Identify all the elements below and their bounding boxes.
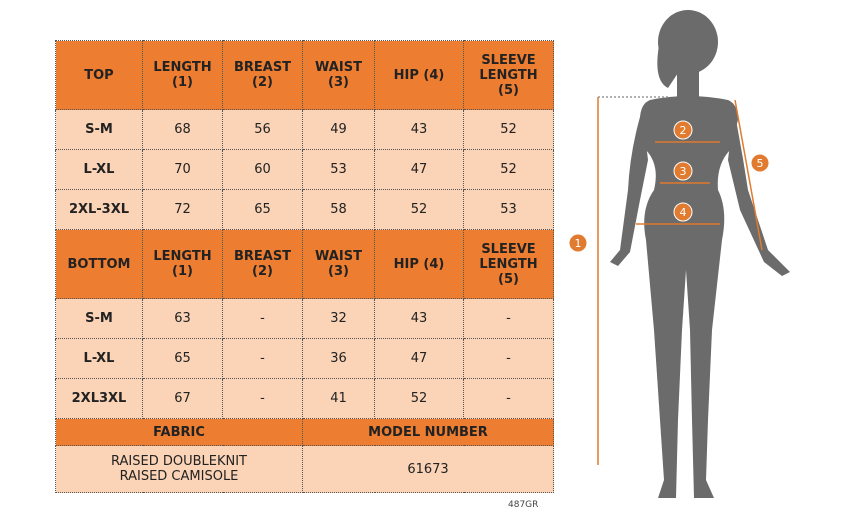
marker-circle <box>673 120 693 140</box>
cell: 32 <box>302 298 375 339</box>
cell: - <box>463 298 554 339</box>
header-cell: SLEEVE LENGTH (5) <box>463 229 554 299</box>
measure-lines <box>597 96 763 465</box>
header-cell: TOP <box>55 40 143 110</box>
cell: 53 <box>302 149 375 190</box>
cell: 52 <box>374 189 464 230</box>
model-header: MODEL NUMBER <box>302 418 554 446</box>
header-cell: BREAST (2) <box>222 229 303 299</box>
header-row: TOP LENGTH (1) BREAST (2) WAIST (3) HIP (4) S… <box>55 40 554 110</box>
header-cell: WAIST (3) <box>302 229 375 299</box>
fabric-line: RAISED CAMISOLE <box>119 469 239 484</box>
size-row: S-M 63-32 43- <box>55 298 554 339</box>
cell: 68 <box>142 109 223 150</box>
cell: 70 <box>142 149 223 190</box>
cell: 63 <box>142 298 223 339</box>
cell: 53 <box>463 189 554 230</box>
header-cell: HIP (4) <box>374 229 464 299</box>
header-row: BOTTOM LENGTH (1) BREAST (2) WAIST (3) HIP (… <box>55 229 554 299</box>
cell: 72 <box>142 189 223 230</box>
size-label: 2XL-3XL <box>55 189 143 230</box>
fabric-value: RAISED DOUBLEKNIT RAISED CAMISOLE <box>55 445 303 493</box>
size-label: 2XL3XL <box>55 378 143 419</box>
cell: - <box>463 338 554 379</box>
cell: 52 <box>463 109 554 150</box>
header-cell: BOTTOM <box>55 229 143 299</box>
cell: 43 <box>374 109 464 150</box>
fabric-header: FABRIC <box>55 418 303 446</box>
size-row: S-M 68 56 49 43 52 <box>55 109 554 150</box>
silhouette <box>610 10 790 498</box>
fabric-row: RAISED DOUBLEKNIT RAISED CAMISOLE 61673 <box>55 445 554 493</box>
header-cell: LENGTH (1) <box>142 40 223 110</box>
size-label: L-XL <box>55 149 143 190</box>
model-value: 61673 <box>302 445 554 493</box>
figure: 1 2 3 4 5 <box>568 10 790 498</box>
cell: 36 <box>302 338 375 379</box>
cell: 60 <box>222 149 303 190</box>
marker-circle <box>750 153 770 173</box>
cell: 41 <box>302 378 375 419</box>
size-row: L-XL 65-36 47- <box>55 338 554 379</box>
size-label: L-XL <box>55 338 143 379</box>
size-row: 2XL3XL 67-41 52- <box>55 378 554 419</box>
cell: 43 <box>374 298 464 339</box>
cell: 49 <box>302 109 375 150</box>
table-body: TOP LENGTH (1) BREAST (2) WAIST (3) HIP (4) S… <box>55 40 554 493</box>
cell: 52 <box>463 149 554 190</box>
cell: - <box>222 338 303 379</box>
size-label: S-M <box>55 109 143 150</box>
code: 487GR <box>508 500 539 510</box>
marker-label: 2 <box>680 124 687 137</box>
header-cell: LENGTH (1) <box>142 229 223 299</box>
cell: 58 <box>302 189 375 230</box>
cell: - <box>222 298 303 339</box>
cell: 65 <box>142 338 223 379</box>
cell: 56 <box>222 109 303 150</box>
cell: 47 <box>374 149 464 190</box>
marker-circle <box>673 202 693 222</box>
cell: - <box>463 378 554 419</box>
fabric-line: RAISED DOUBLEKNIT <box>111 454 247 469</box>
cell: 67 <box>142 378 223 419</box>
size-table: TOP LENGTH (1) BREAST (2) WAIST (3) HIP (4) S… <box>55 40 554 493</box>
size-label: S-M <box>55 298 143 339</box>
marker-circle <box>568 233 588 253</box>
cell: 65 <box>222 189 303 230</box>
header-cell: BREAST (2) <box>222 40 303 110</box>
marker-label: 4 <box>680 206 687 219</box>
cell: 47 <box>374 338 464 379</box>
marker-label: 1 <box>575 237 582 250</box>
marker-label: 3 <box>680 165 687 178</box>
fabric-header-row: FABRIC MODEL NUMBER <box>55 418 554 446</box>
cell: 52 <box>374 378 464 419</box>
header-cell: SLEEVE LENGTH (5) <box>463 40 554 110</box>
size-row: 2XL-3XL 72 65 58 52 53 <box>55 189 554 230</box>
marker-label: 5 <box>757 157 764 170</box>
marker-circle <box>673 161 693 181</box>
cell: - <box>222 378 303 419</box>
size-row: L-XL 70 60 53 47 52 <box>55 149 554 190</box>
header-cell: HIP (4) <box>374 40 464 110</box>
header-cell: WAIST (3) <box>302 40 375 110</box>
